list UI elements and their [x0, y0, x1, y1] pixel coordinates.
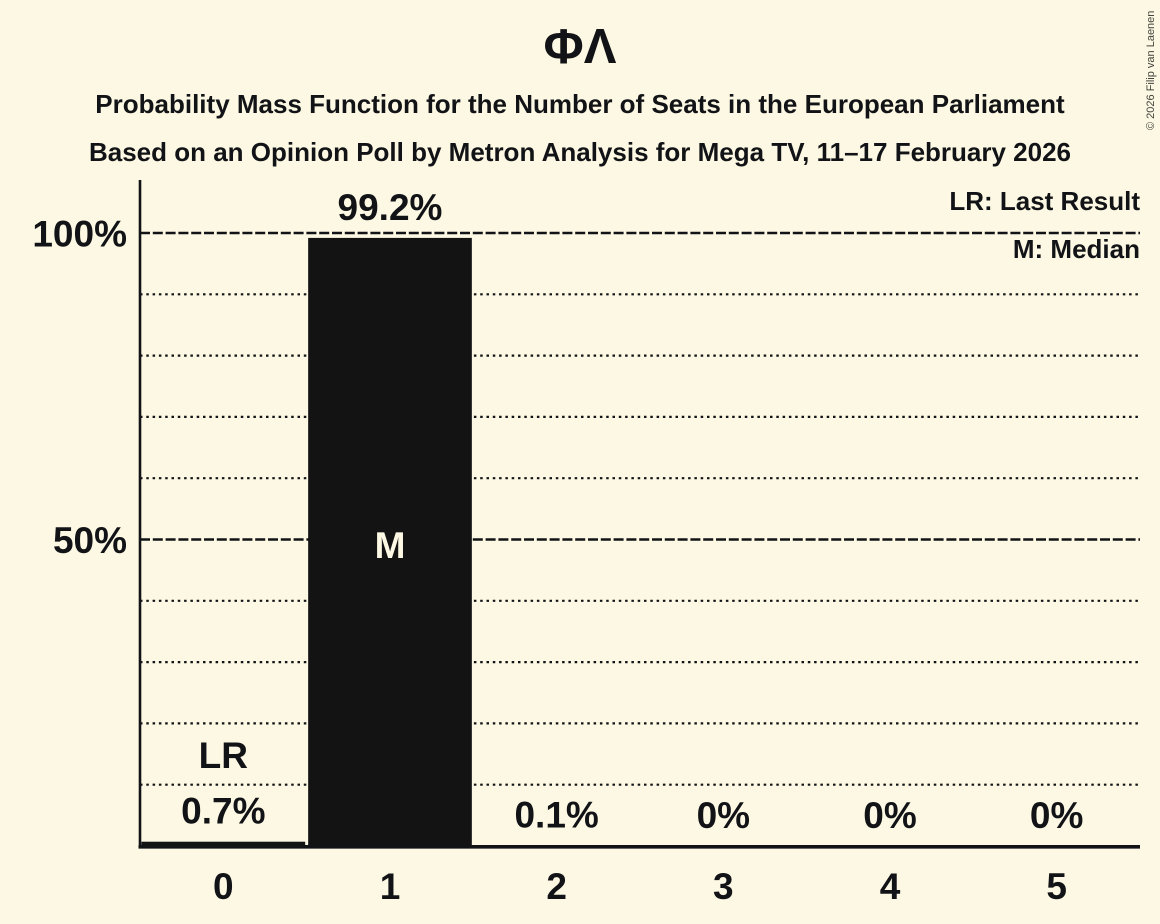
bar-value-label: 0% [1030, 795, 1083, 836]
x-tick-label: 1 [380, 866, 401, 907]
x-tick-label: 2 [546, 866, 567, 907]
y-tick-label: 50% [53, 520, 127, 561]
bar-value-label: 0.1% [514, 794, 598, 835]
chart-title: ΦΛ [543, 20, 617, 74]
bar-value-label: 0% [697, 795, 750, 836]
x-tick-label: 0 [213, 866, 234, 907]
median-marker: M [375, 525, 406, 566]
y-tick-label: 100% [32, 214, 127, 255]
chart-subtitle: Probability Mass Function for the Number… [95, 89, 1065, 119]
bar [141, 841, 306, 848]
chart-source-line: Based on an Opinion Poll by Metron Analy… [88, 137, 1072, 167]
last-result-marker: LR [199, 735, 248, 776]
bar-value-label: 0% [863, 795, 916, 836]
legend-last-result: LR: Last Result [949, 186, 1140, 216]
bar-value-label: 99.2% [338, 187, 443, 228]
legend-median: M: Median [1012, 234, 1140, 264]
x-tick-label: 5 [1046, 866, 1067, 907]
x-tick-label: 4 [880, 866, 901, 907]
bar-value-label: 0.7% [181, 791, 265, 832]
bar [308, 237, 472, 848]
x-tick-label: 3 [713, 866, 734, 907]
